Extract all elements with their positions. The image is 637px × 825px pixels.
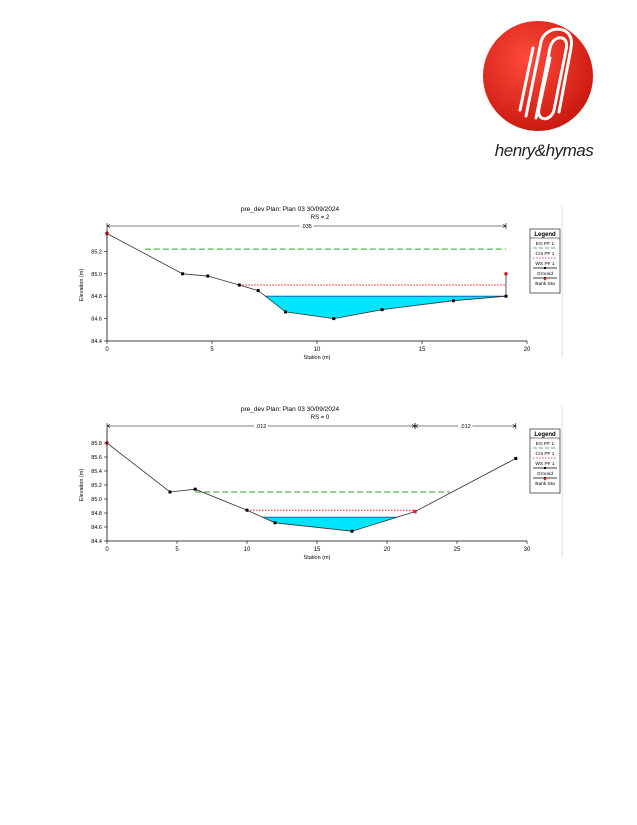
manning-label-bg	[458, 423, 473, 429]
legend-item-label: Crit PF 1	[536, 251, 555, 257]
ground-line	[106, 442, 516, 532]
x-axis-label: Station (m)	[304, 355, 331, 361]
y-tick-label: 84.4	[91, 339, 102, 345]
manning-arrow	[414, 424, 419, 428]
logo-wordmark: henry&hymas	[495, 141, 594, 160]
x-tick-label: 10	[314, 347, 321, 353]
x-tick-label: 15	[314, 547, 321, 553]
x-tick-label: 0	[105, 347, 109, 353]
legend-title: Legend	[534, 232, 556, 238]
ground-point	[514, 456, 518, 460]
y-tick-label: 85.0	[91, 497, 102, 503]
legend-marker	[543, 477, 547, 481]
ground-point	[452, 299, 455, 303]
cross-section-chart-rs2: pre_dev Plan: Plan 03 30/09/2024 RS = 2 0 5…	[79, 205, 563, 361]
water-surface-fill	[262, 517, 397, 532]
legend-item-label: Ground	[537, 471, 553, 477]
legend-item-label: WS PF 1	[535, 261, 555, 267]
x-tick-label: 15	[419, 347, 426, 353]
manning-label-bg	[299, 223, 314, 229]
y-tick-label: 85.2	[91, 249, 102, 255]
manning-label: .012	[460, 424, 471, 430]
chart-subtitle: RS = 2	[311, 215, 330, 221]
x-tick-label: 30	[524, 547, 531, 553]
y-tick-label: 84.6	[91, 525, 102, 531]
ground-point	[380, 308, 384, 312]
water-surface-fill	[265, 296, 506, 319]
x-tick-label: 5	[210, 347, 214, 353]
ground-point	[350, 529, 354, 533]
ground-point	[168, 490, 172, 494]
manning-label-bg	[254, 423, 268, 429]
bank-station-point	[413, 509, 417, 514]
manning-arrow	[106, 224, 111, 228]
manning-arrow	[106, 424, 111, 428]
ground-point	[332, 317, 336, 321]
ground-point	[284, 310, 287, 314]
ground-point	[193, 487, 197, 491]
y-tick-label: 85.0	[91, 272, 102, 278]
x-tick-label: 0	[105, 547, 109, 553]
legend-item-label: EG PF 1	[536, 241, 555, 247]
legend-marker	[544, 267, 546, 269]
y-tick-label: 85.8	[91, 441, 102, 447]
x-axis-label: Station (m)	[304, 555, 331, 561]
y-axis-label: Elevation (m)	[79, 269, 85, 302]
legend-box	[529, 428, 561, 494]
ground-point	[237, 283, 241, 287]
logo-paperclip-mark	[518, 27, 573, 121]
legend-item-label: Crit PF 1	[536, 451, 555, 457]
y-tick-label: 84.8	[91, 294, 102, 300]
y-tick-label: 85.2	[91, 483, 102, 489]
y-tick-label: 85.6	[91, 455, 102, 461]
legend-marker	[544, 467, 546, 469]
x-tick-label: 10	[244, 547, 251, 553]
chart-subtitle: RS = 0	[311, 415, 330, 421]
manning-label: .035	[301, 224, 312, 230]
y-tick-label: 85.4	[91, 469, 102, 475]
manning-arrow	[502, 224, 507, 228]
x-tick-label: 5	[175, 547, 179, 553]
legend-item-label: Bank Sta	[535, 481, 555, 487]
legend-box	[529, 228, 561, 294]
legend-item-label: Ground	[537, 271, 553, 277]
legend-item-label: EG PF 1	[536, 441, 555, 447]
ground-point	[181, 272, 185, 276]
x-tick-label: 20	[384, 547, 391, 553]
y-tick-label: 84.8	[91, 511, 102, 517]
ground-point	[245, 508, 249, 512]
chart-title: pre_dev Plan: Plan 03 30/09/2024	[241, 406, 340, 413]
ground-line	[106, 233, 507, 320]
y-tick-label: 84.4	[91, 539, 102, 545]
ground-point	[206, 274, 210, 278]
manning-label: .012	[256, 424, 267, 430]
bank-station-point	[504, 272, 508, 276]
company-logo: henry&hymas	[478, 18, 608, 163]
y-tick-label: 84.6	[91, 317, 102, 323]
chart-title: pre_dev Plan: Plan 03 30/09/2024	[241, 206, 340, 213]
ground-point	[273, 521, 277, 525]
legend-title: Legend	[534, 432, 556, 438]
x-tick-label: 20	[524, 347, 531, 353]
cross-section-chart-rs0: pre_dev Plan: Plan 03 30/09/2024 RS = 0 0 5…	[79, 405, 563, 561]
ground-point	[256, 289, 260, 293]
x-tick-label: 25	[454, 547, 461, 553]
legend-item-label: WS PF 1	[535, 461, 555, 467]
legend-marker	[543, 277, 547, 281]
ground-point	[504, 294, 508, 298]
y-axis-label: Elevation (m)	[79, 469, 85, 502]
manning-arrow	[512, 424, 517, 428]
legend-item-label: Bank Sta	[535, 281, 555, 287]
